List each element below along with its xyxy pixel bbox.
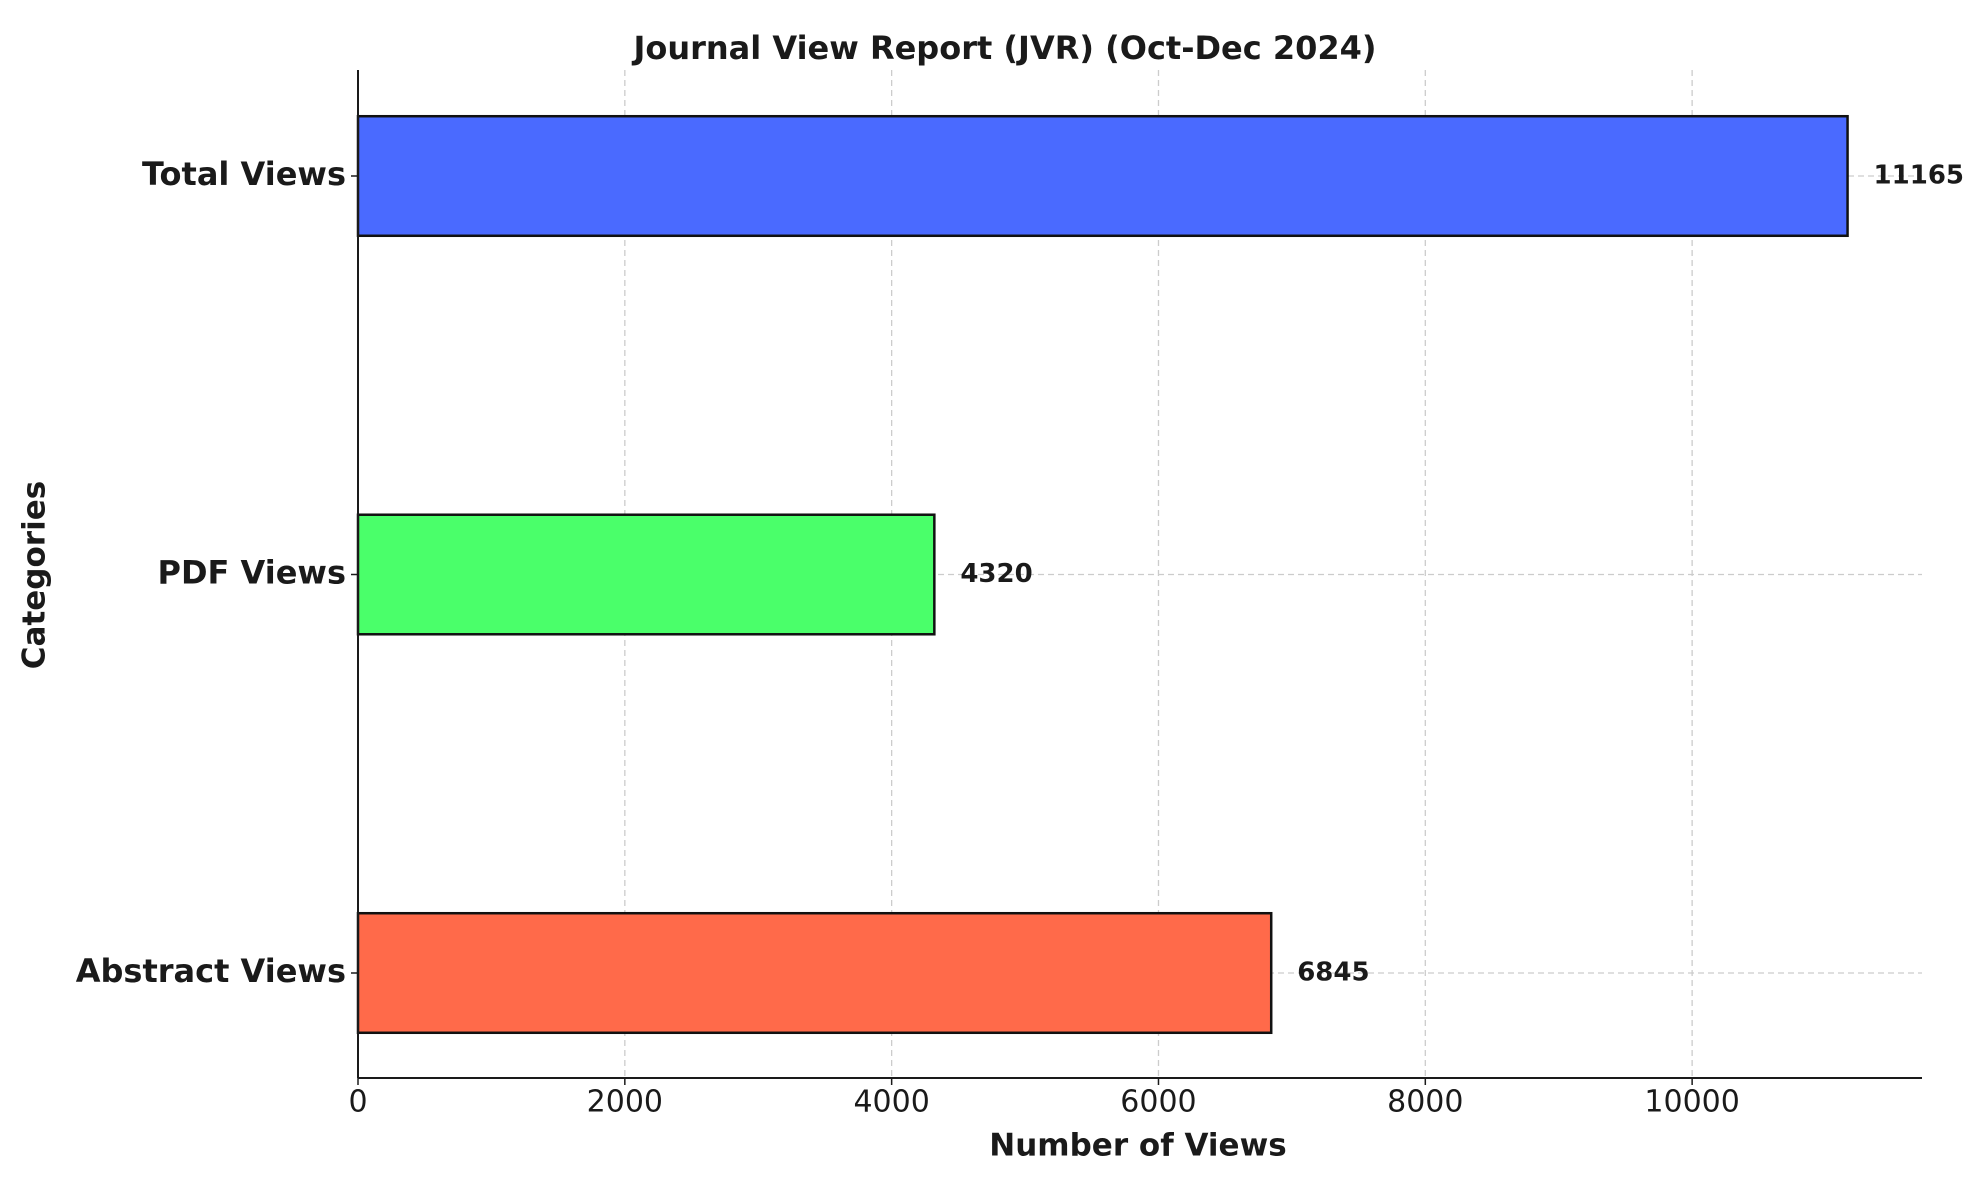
x-tick-label: 4000 xyxy=(853,1085,929,1120)
bar xyxy=(356,114,1849,238)
y-tick-label: Abstract Views xyxy=(76,952,346,990)
value-label: 4320 xyxy=(960,559,1032,589)
chart-title: Journal View Report (JVR) (Oct-Dec 2024) xyxy=(631,29,1376,67)
y-tick-label: Total Views xyxy=(142,155,346,193)
bar xyxy=(356,911,1273,1035)
x-tick-label: 0 xyxy=(348,1085,367,1120)
x-tick-label: 6000 xyxy=(1120,1085,1196,1120)
value-label: 6845 xyxy=(1297,958,1369,988)
x-axis-label: Number of Views xyxy=(989,1128,1286,1164)
x-tick-label: 2000 xyxy=(587,1085,663,1120)
value-label: 11165 xyxy=(1874,161,1964,191)
bar xyxy=(356,513,936,636)
x-tick-label: 10000 xyxy=(1644,1085,1739,1120)
y-tick-label: PDF Views xyxy=(158,554,347,592)
y-axis-label: Categories xyxy=(17,481,53,669)
x-tick-label: 8000 xyxy=(1387,1085,1463,1120)
